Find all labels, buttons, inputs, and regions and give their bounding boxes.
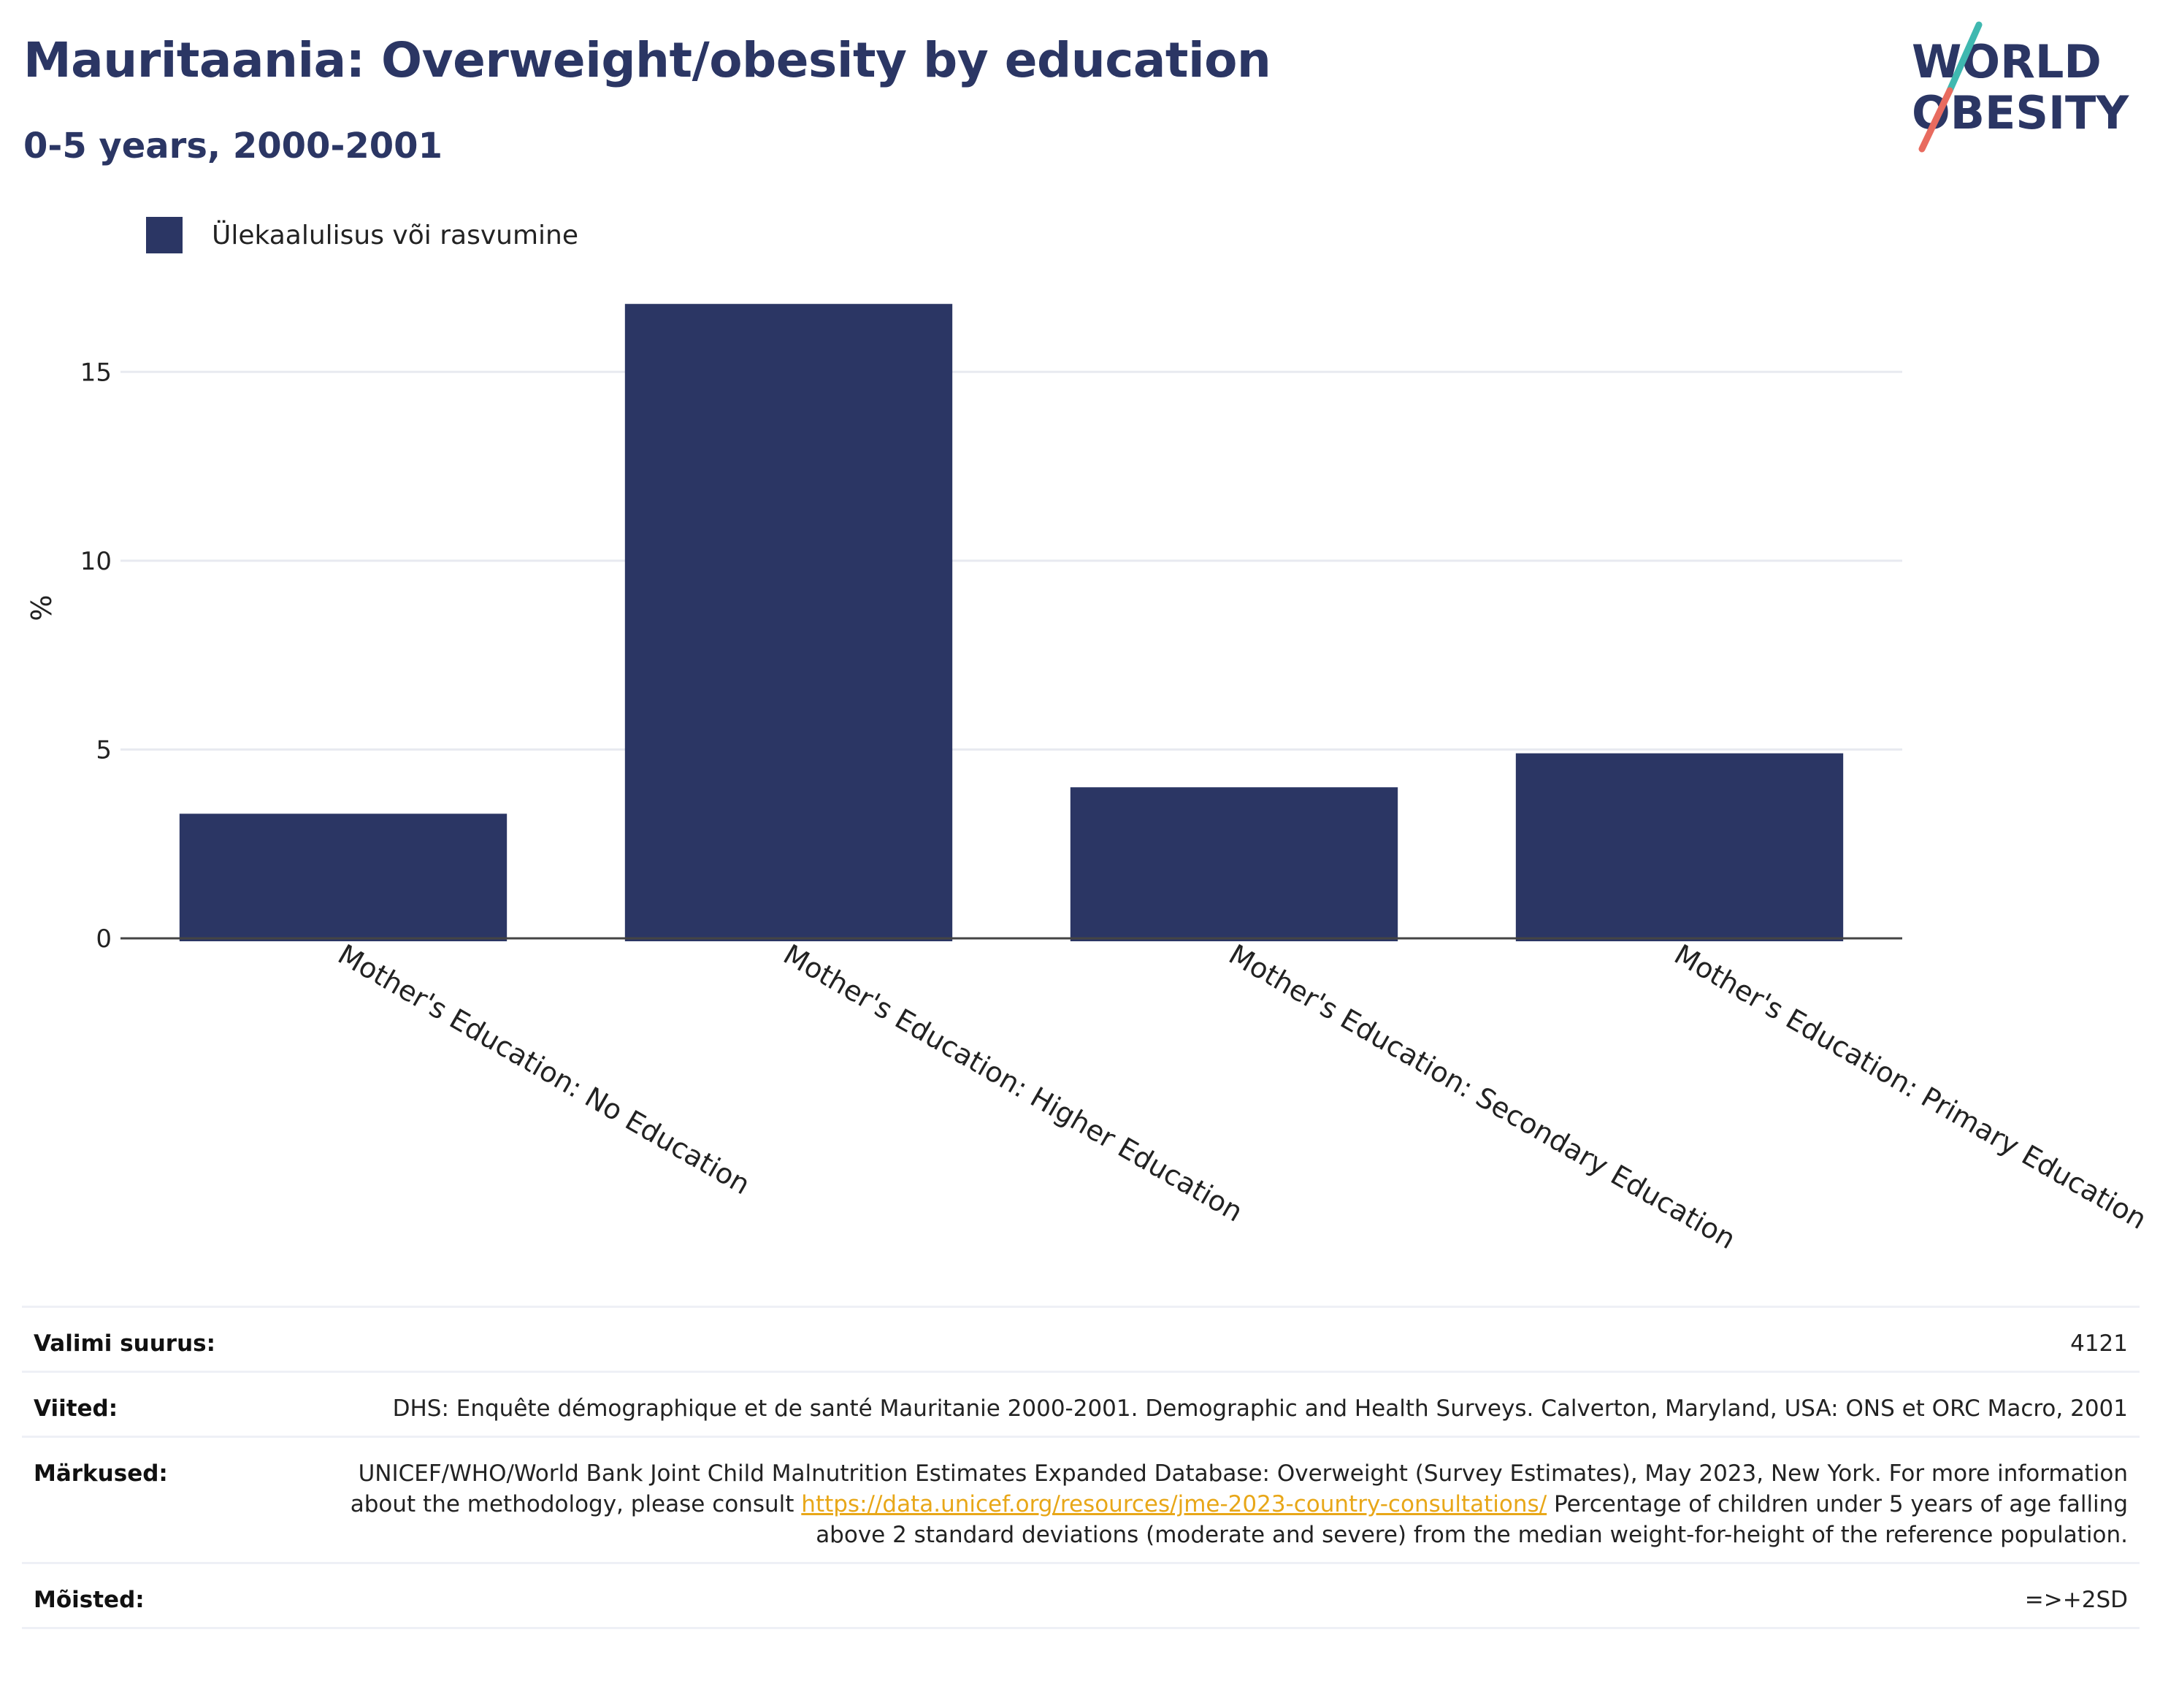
meta-label-sample-size: Valimi suurus: <box>34 1330 215 1357</box>
meta-value-sample-size: 4121 <box>2070 1330 2128 1357</box>
meta-value-definitions: =>+2SD <box>2024 1587 2128 1613</box>
logo-slash-teal <box>1946 21 1983 94</box>
meta-row-notes: Märkused: UNICEF/WHO/World Bank Joint Ch… <box>22 1436 2140 1562</box>
x-tick-label: Mother's Education: No Education <box>333 938 756 1201</box>
meta-row-definitions: Mõisted: =>+2SD <box>22 1562 2140 1629</box>
meta-label-notes: Märkused: <box>34 1460 168 1487</box>
meta-row-sample-size: Valimi suurus: 4121 <box>22 1306 2140 1371</box>
y-tick-label: 0 <box>96 924 112 954</box>
meta-label-definitions: Mõisted: <box>34 1587 145 1613</box>
chart-legend[interactable]: Ülekaalulisus või rasvumine <box>146 217 578 253</box>
x-tick-label: Mother's Education: Primary Education <box>1669 938 2153 1236</box>
notes-text-before: UNICEF/WHO/World Bank Joint Child Malnut… <box>350 1460 2128 1517</box>
meta-value-notes: UNICEF/WHO/World Bank Joint Child Malnut… <box>340 1458 2128 1550</box>
meta-row-references: Viited: DHS: Enquête démographique et de… <box>22 1371 2140 1436</box>
y-tick-label: 5 <box>96 735 112 765</box>
notes-methodology-link[interactable]: https://data.unicef.org/resources/jme-20… <box>801 1491 1547 1517</box>
legend-swatch <box>146 217 183 253</box>
meta-value-references: DHS: Enquête démographique et de santé M… <box>392 1395 2128 1422</box>
metadata-table: Valimi suurus: 4121 Viited: DHS: Enquête… <box>22 1306 2140 1629</box>
bar <box>179 813 508 941</box>
logo-line1: WORLD <box>1912 35 2102 88</box>
x-tick-label: Mother's Education: Higher Education <box>778 938 1249 1228</box>
bar <box>624 304 953 941</box>
chart-title: Mauritaania: Overweight/obesity by educa… <box>23 32 1271 88</box>
logo-slash-coral <box>1918 87 1953 153</box>
x-tick-label: Mother's Education: Secondary Education <box>1224 938 1742 1256</box>
y-tick-label: 10 <box>80 547 112 576</box>
chart-subtitle: 0-5 years, 2000-2001 <box>23 126 443 166</box>
world-obesity-logo: WORLD OBESITY <box>1912 21 2129 153</box>
legend-label: Ülekaalulisus või rasvumine <box>212 220 578 250</box>
y-tick-label: 15 <box>80 358 112 387</box>
notes-text-after: Percentage of children under 5 years of … <box>816 1491 2128 1548</box>
y-axis-label: % <box>26 594 58 621</box>
meta-label-references: Viited: <box>34 1395 118 1422</box>
bar <box>1515 753 1844 941</box>
bar <box>1070 787 1398 941</box>
